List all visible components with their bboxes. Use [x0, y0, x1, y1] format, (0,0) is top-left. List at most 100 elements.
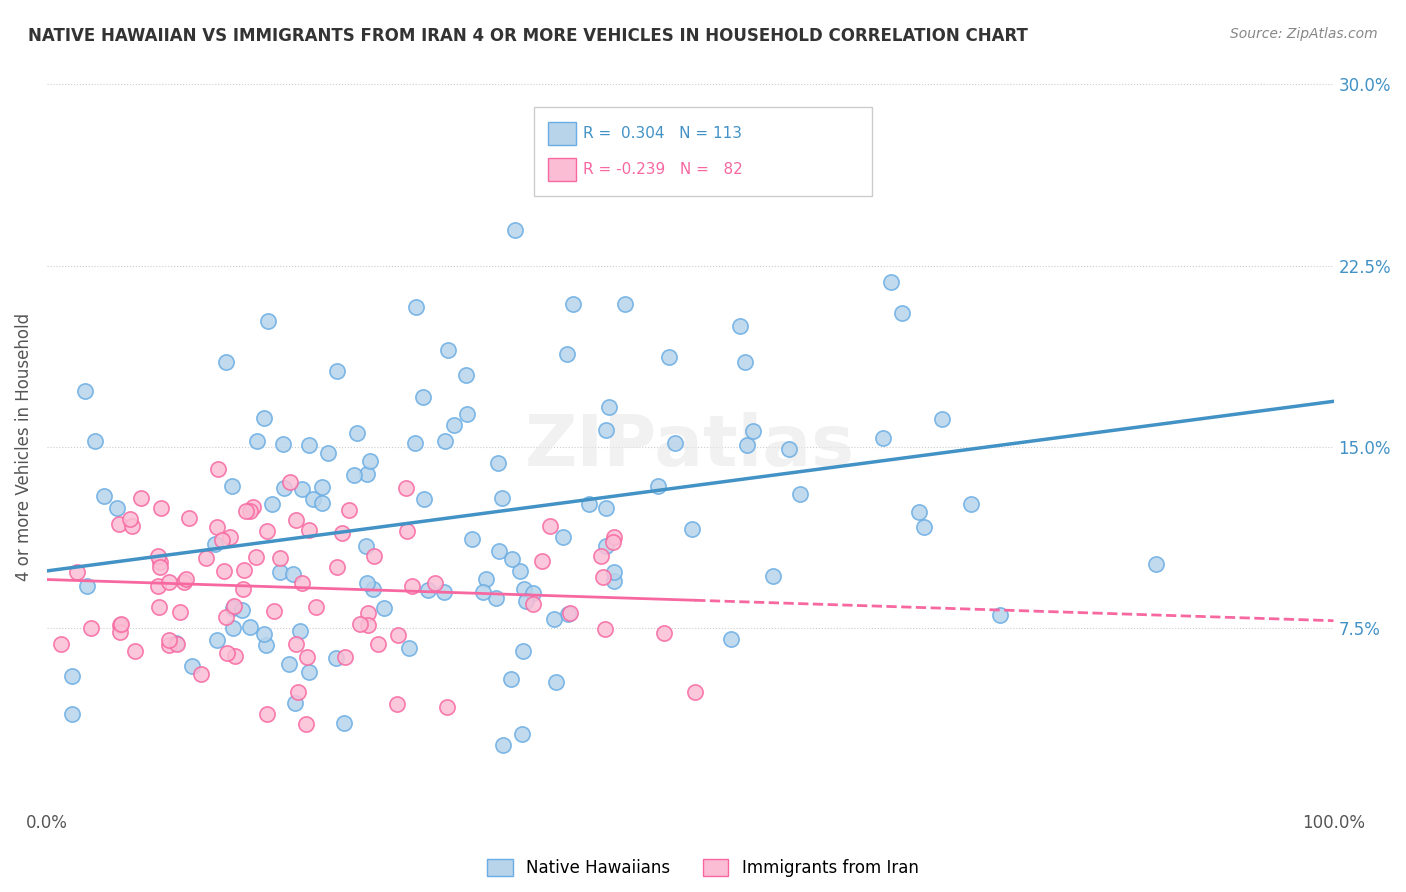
Point [283, 567, 305, 582]
Point [271, 437, 294, 451]
Point [284, 513, 307, 527]
Point [356, 467, 378, 481]
Point [207, 519, 229, 533]
Point [354, 539, 377, 553]
Point [593, 622, 616, 636]
Point [423, 576, 446, 591]
Point [373, 600, 395, 615]
Point [432, 584, 454, 599]
Point [157, 638, 180, 652]
Point [110, 625, 132, 640]
Point [333, 649, 356, 664]
Point [592, 570, 614, 584]
Point [295, 717, 318, 731]
Point [337, 502, 360, 516]
Point [510, 727, 533, 741]
Point [212, 564, 235, 578]
Point [443, 417, 465, 432]
Point [488, 544, 510, 558]
Point [148, 599, 170, 614]
Point [221, 479, 243, 493]
Point [501, 552, 523, 566]
Text: ZIPatlas: ZIPatlas [524, 412, 855, 482]
Point [73, 384, 96, 398]
Point [221, 622, 243, 636]
Point [652, 625, 675, 640]
Point [1144, 558, 1167, 572]
Point [330, 526, 353, 541]
Point [780, 171, 803, 186]
Point [291, 482, 314, 496]
Point [472, 585, 495, 599]
Point [60, 669, 83, 683]
Point [357, 618, 380, 632]
Point [361, 582, 384, 596]
Point [149, 555, 172, 569]
Point [531, 554, 554, 568]
Point [485, 591, 508, 606]
Point [413, 491, 436, 506]
Point [475, 572, 498, 586]
Point [190, 667, 212, 681]
Point [215, 355, 238, 369]
Point [543, 612, 565, 626]
Point [239, 503, 262, 517]
Point [603, 574, 626, 588]
Point [990, 607, 1012, 622]
Point [311, 480, 333, 494]
Point [93, 489, 115, 503]
Point [254, 638, 277, 652]
Y-axis label: 4 or more Vehicles in Household: 4 or more Vehicles in Household [15, 313, 32, 581]
Point [157, 574, 180, 589]
Point [544, 675, 567, 690]
Point [257, 314, 280, 328]
Point [367, 637, 389, 651]
Point [385, 697, 408, 711]
Point [522, 586, 544, 600]
Text: Source: ZipAtlas.com: Source: ZipAtlas.com [1230, 27, 1378, 41]
Point [256, 524, 278, 538]
Point [291, 576, 314, 591]
Point [146, 579, 169, 593]
Point [311, 496, 333, 510]
Point [169, 605, 191, 619]
Legend: Native Hawaiians, Immigrants from Iran: Native Hawaiians, Immigrants from Iran [481, 852, 925, 884]
Point [194, 550, 217, 565]
Point [720, 632, 742, 646]
Point [316, 446, 339, 460]
Point [681, 522, 703, 536]
Point [333, 716, 356, 731]
Point [742, 424, 765, 438]
Point [108, 516, 131, 531]
Point [207, 462, 229, 476]
Point [436, 700, 458, 714]
Point [165, 635, 187, 649]
Point [522, 597, 544, 611]
Point [256, 707, 278, 722]
Point [222, 601, 245, 615]
Point [149, 501, 172, 516]
Point [129, 491, 152, 505]
Point [912, 520, 935, 534]
Point [509, 564, 531, 578]
Point [245, 550, 267, 565]
Point [343, 468, 366, 483]
Point [242, 500, 264, 515]
Point [222, 599, 245, 613]
Point [179, 510, 201, 524]
Point [647, 479, 669, 493]
Point [66, 565, 89, 579]
Point [778, 442, 800, 457]
Point [278, 475, 301, 490]
Point [553, 530, 575, 544]
Point [589, 549, 612, 563]
Point [460, 532, 482, 546]
Point [658, 351, 681, 365]
Point [602, 530, 624, 544]
Point [180, 659, 202, 673]
Point [395, 481, 418, 495]
Point [557, 347, 579, 361]
Point [436, 343, 458, 357]
Text: NATIVE HAWAIIAN VS IMMIGRANTS FROM IRAN 4 OR MORE VEHICLES IN HOUSEHOLD CORRELAT: NATIVE HAWAIIAN VS IMMIGRANTS FROM IRAN … [28, 27, 1028, 45]
Point [298, 438, 321, 452]
